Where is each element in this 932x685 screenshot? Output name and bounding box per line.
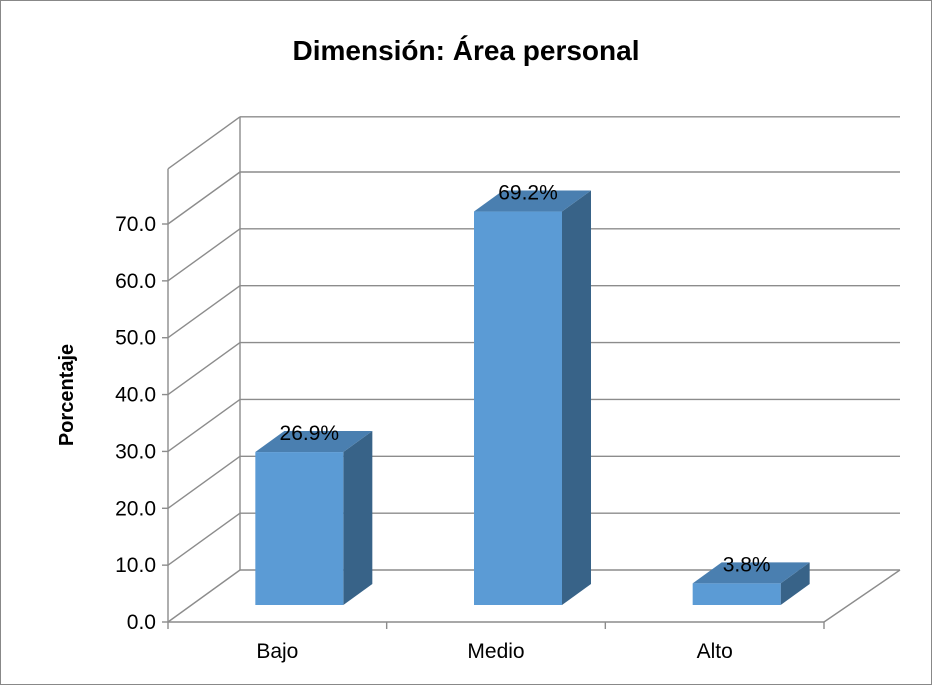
data-label: 3.8% [723,553,771,576]
bars: 26.9% 69.2% 3.8% [255,182,810,605]
side-gridline [167,398,241,452]
bar [474,190,591,605]
side-gridline [167,342,241,396]
chart-title: Dimensión: Área personal [293,35,640,66]
y-tick-label: 30.0 [115,440,156,463]
bar [255,431,373,605]
side-gridline [167,455,241,509]
side-gridline [167,569,241,623]
x-category-label: Bajo [256,640,298,663]
y-tick-label: 20.0 [115,497,156,520]
bar-top [255,431,373,453]
side-gridline [167,512,241,566]
side-wall-top [167,116,241,170]
bar [692,562,810,605]
data-label: 26.9% [280,422,340,445]
floor-right-edge [823,569,901,623]
x-category-label: Alto [697,640,733,663]
y-tick-label: 0.0 [127,611,156,634]
y-tick-label: 70.0 [115,213,156,236]
bar-top [692,562,810,584]
data-label: 69.2% [498,182,558,205]
bar-side [562,190,591,605]
x-tick-labels: Bajo Medio Alto [256,640,732,663]
side-gridline [167,171,241,225]
bar-side [780,562,810,605]
x-category-label: Medio [467,640,524,663]
bar-side [343,431,373,605]
side-gridline [167,228,241,282]
bar-top [474,190,591,212]
y-tick-label: 60.0 [115,270,156,293]
axes [162,168,901,629]
bar-front [474,211,562,605]
y-tick-label: 50.0 [115,327,156,350]
bar-front [692,583,781,605]
y-tick-label: 40.0 [115,384,156,407]
y-tick-labels: 0.0 10.0 20.0 30.0 40.0 50.0 60.0 70.0 [115,213,156,634]
side-gridline [167,285,241,339]
y-tick-label: 10.0 [115,554,156,577]
bar-front [255,452,344,605]
y-axis-label: Porcentaje [56,344,78,446]
